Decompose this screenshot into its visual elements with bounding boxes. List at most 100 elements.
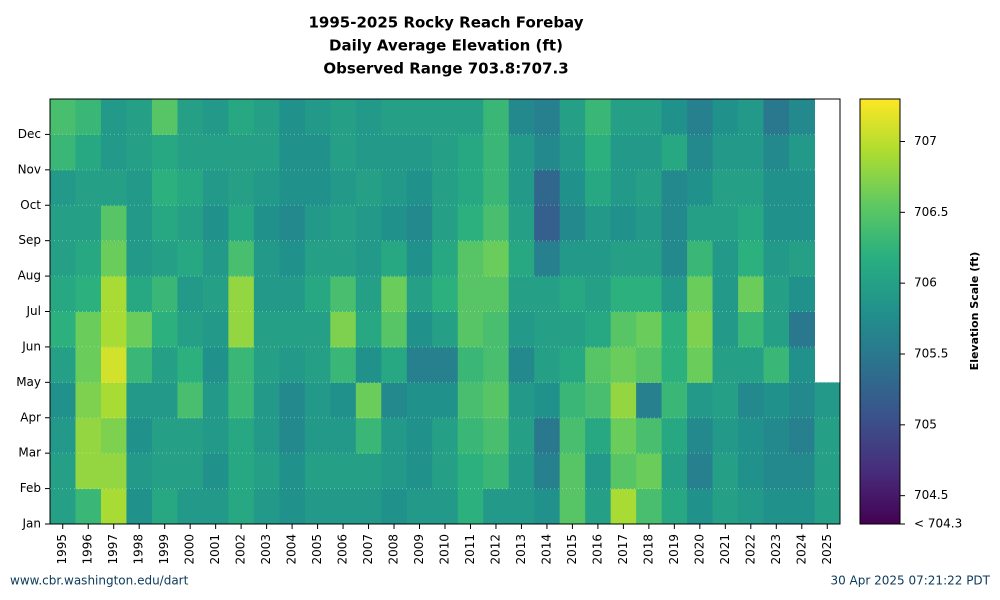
colorbar-tick-label: 705.5 <box>914 347 948 361</box>
heat-cell <box>228 205 255 242</box>
heat-cell <box>253 346 280 383</box>
heat-cell <box>126 240 153 277</box>
heat-cell <box>202 205 229 242</box>
heat-cell <box>738 99 765 135</box>
heat-cell <box>228 382 255 419</box>
heat-cell <box>610 99 637 135</box>
heat-cell <box>151 205 178 242</box>
heat-cell <box>406 488 433 525</box>
heat-cell <box>406 311 433 348</box>
heat-cell <box>75 240 102 277</box>
heat-cell <box>330 276 357 312</box>
heat-cell <box>432 382 459 419</box>
heat-cell <box>763 205 790 242</box>
heat-cell <box>559 346 586 383</box>
heat-cell <box>177 453 204 490</box>
x-tick-label: 1996 <box>81 534 95 565</box>
heat-cell <box>763 311 790 348</box>
heat-cell <box>151 453 178 490</box>
heat-cell <box>712 453 739 490</box>
heat-cell <box>636 311 663 348</box>
heat-cell <box>508 488 535 525</box>
heat-cell <box>636 453 663 490</box>
heat-cell <box>279 382 306 419</box>
heat-cell <box>177 417 204 454</box>
heat-cell <box>304 240 331 277</box>
heat-cell <box>406 453 433 490</box>
heat-cell <box>610 240 637 277</box>
heat-cell <box>457 134 484 171</box>
heat-cell <box>610 205 637 242</box>
footer-right: 30 Apr 2025 07:21:22 PDT <box>830 574 990 588</box>
heat-cell <box>330 488 357 525</box>
heat-cell <box>534 134 561 171</box>
heat-cell <box>330 311 357 348</box>
heat-cell <box>151 346 178 383</box>
heat-cell <box>712 417 739 454</box>
heat-cell <box>330 346 357 383</box>
heat-cell <box>50 311 76 348</box>
heat-cell <box>661 453 688 490</box>
heat-cell <box>100 240 127 277</box>
heat-cell <box>687 346 714 383</box>
chart-title: 1995-2025 Rocky Reach Forebay <box>309 14 584 32</box>
heat-cell <box>483 134 510 171</box>
heat-cell <box>636 276 663 312</box>
heat-cell <box>202 169 229 206</box>
heat-cell <box>100 169 127 206</box>
heat-cell <box>50 99 76 135</box>
heat-cell <box>508 311 535 348</box>
y-tick-label: Oct <box>20 198 41 212</box>
heat-cell <box>585 417 612 454</box>
heat-cell <box>381 134 408 171</box>
heat-cell <box>661 134 688 171</box>
heat-cell <box>177 240 204 277</box>
heat-cell <box>534 346 561 383</box>
heat-cell <box>610 453 637 490</box>
heat-cell <box>50 346 76 383</box>
x-tick-label: 2025 <box>820 534 834 565</box>
heat-cell <box>789 134 816 171</box>
heat-cell <box>151 382 178 419</box>
heat-cell <box>50 134 76 171</box>
heat-cell <box>738 311 765 348</box>
heat-cell <box>814 488 841 525</box>
heat-cell <box>75 382 102 419</box>
heat-cell <box>432 134 459 171</box>
heat-cell <box>585 346 612 383</box>
heat-cell <box>202 488 229 525</box>
colorbar-label: Elevation Scale (ft) <box>968 252 981 371</box>
heat-cell <box>381 453 408 490</box>
heat-cell <box>432 453 459 490</box>
heat-cell <box>406 382 433 419</box>
colorbar-tick-label: 705 <box>914 417 937 431</box>
heat-cell <box>253 311 280 348</box>
x-tick-label: 2021 <box>718 534 732 565</box>
heat-cell <box>279 99 306 135</box>
heat-cell <box>100 382 127 419</box>
heat-cell <box>585 311 612 348</box>
heat-cell <box>304 205 331 242</box>
heat-cell <box>253 205 280 242</box>
heat-cell <box>636 169 663 206</box>
heat-cell <box>559 382 586 419</box>
heat-cell <box>228 488 255 525</box>
heat-cell <box>534 488 561 525</box>
x-tick-label: 2012 <box>488 534 502 565</box>
heat-cell <box>50 417 76 454</box>
heat-cell <box>304 346 331 383</box>
heat-cell <box>763 276 790 312</box>
heat-cell <box>636 205 663 242</box>
heat-cell <box>508 346 535 383</box>
heat-cell <box>559 488 586 525</box>
heat-cell <box>712 488 739 525</box>
heat-cell <box>483 311 510 348</box>
heat-cell <box>738 240 765 277</box>
heat-cell <box>559 240 586 277</box>
heat-cell <box>636 240 663 277</box>
heat-cell <box>202 453 229 490</box>
heat-cell <box>228 417 255 454</box>
x-tick-label: 2008 <box>387 534 401 565</box>
heat-cell <box>712 169 739 206</box>
heat-cell <box>559 205 586 242</box>
